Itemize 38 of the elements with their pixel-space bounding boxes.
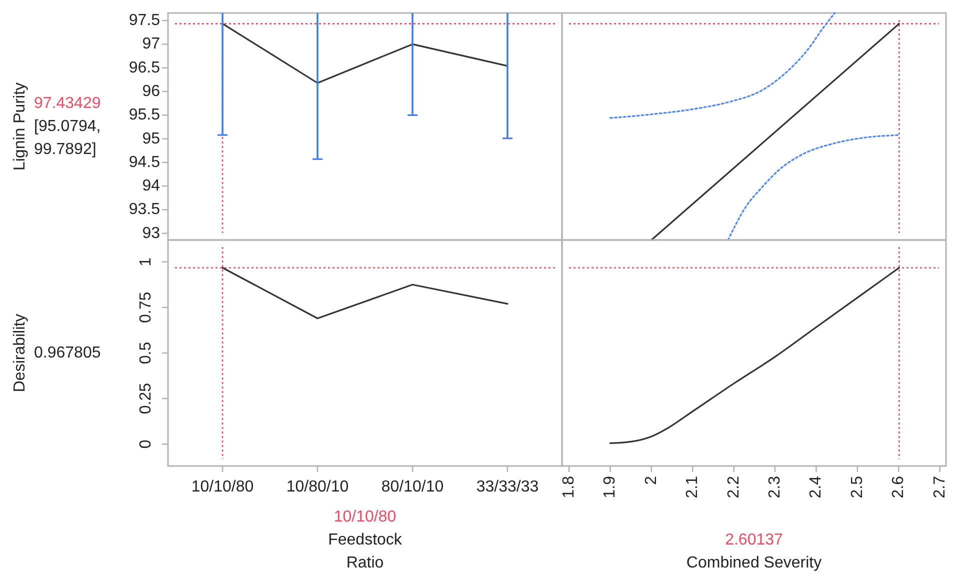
y-axis-title: Lignin Purity xyxy=(12,82,28,171)
y-tick-label: 1 xyxy=(138,257,154,266)
ref-line-label: 2.60137 xyxy=(725,532,784,548)
x-tick-label: 1.9 xyxy=(602,476,619,498)
x-tick-label: 2 xyxy=(642,476,660,485)
x-tick-label: 2.5 xyxy=(848,476,866,498)
y-tick-label: 97 xyxy=(142,36,160,53)
x-tick-label: 2.3 xyxy=(766,476,784,498)
x-tick-label: 2.2 xyxy=(725,476,742,498)
y-tick-label: 94 xyxy=(142,178,160,195)
y-tick-label: 0.75 xyxy=(138,292,154,324)
y-tick-label: 0.5 xyxy=(138,342,154,364)
y-tick-label: 93.5 xyxy=(128,201,160,218)
x-tick-label: 33/33/33 xyxy=(476,478,539,496)
y-tick-label: 0 xyxy=(138,440,154,449)
y-tick-label: 94.5 xyxy=(128,154,160,171)
y-tick-label: 93 xyxy=(142,224,160,242)
x-tick-label: 10/10/80 xyxy=(191,478,254,496)
x-axis-title: Feedstock Ratio xyxy=(328,532,403,572)
ref-line-label: 10/10/80 xyxy=(334,508,396,526)
x-tick-label: 2.1 xyxy=(684,476,702,498)
x-tick-label: 2.7 xyxy=(931,476,948,498)
x-tick-label: 80/10/10 xyxy=(381,478,444,496)
x-tick-label: 10/80/10 xyxy=(286,478,349,496)
y-axis-title: Desirability xyxy=(12,314,28,392)
x-tick-label: 2.6 xyxy=(890,476,908,498)
text: [95.0794, 99.7892] xyxy=(34,118,101,158)
y-tick-label: 95.5 xyxy=(128,106,160,124)
y-tick-label: 96 xyxy=(142,83,160,100)
y-tick-label: 96.5 xyxy=(128,59,160,76)
y-tick-label: 0.25 xyxy=(138,382,154,414)
ref-line-label: 97.43429 xyxy=(34,95,101,112)
x-axis-title: Combined Severity xyxy=(686,554,822,572)
x-tick-label: 2.4 xyxy=(808,476,825,498)
x-tick-label: 1.8 xyxy=(560,476,578,498)
y-tick-label: 97.5 xyxy=(128,12,160,30)
y-tick-label: 95 xyxy=(142,130,160,148)
text: 0.967805 xyxy=(34,344,101,362)
